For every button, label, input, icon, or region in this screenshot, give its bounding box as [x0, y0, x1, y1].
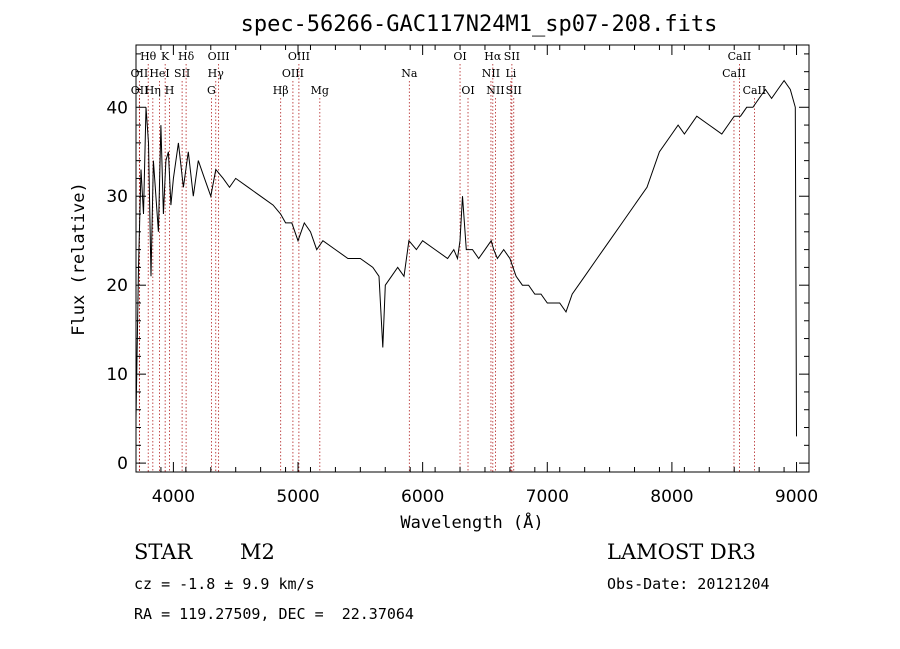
y-tick-label: 20: [106, 276, 128, 296]
spectral-line-label: SII: [174, 67, 190, 80]
object-subclass: M2: [240, 540, 275, 564]
spectral-line-label: Li: [505, 67, 516, 80]
spectral-line-label: OI: [453, 50, 466, 63]
spectral-line-label: Hδ: [178, 50, 195, 63]
spectrum-line: [135, 79, 797, 437]
x-tick-label: 5000: [276, 487, 319, 507]
spectral-line-label: OIII: [208, 50, 230, 63]
x-tick-label: 9000: [775, 487, 818, 507]
y-tick-label: 40: [106, 98, 128, 118]
spectral-line-label: CaII: [728, 50, 752, 63]
spectral-line-label: Hγ: [208, 67, 225, 80]
x-axis-ticks: 4000 5000 6000 7000 8000 9000: [135, 45, 818, 507]
x-tick-label: 6000: [401, 487, 444, 507]
y-tick-label: 0: [117, 454, 128, 474]
spectral-line-label: SII: [506, 84, 522, 97]
object-class: STAR: [134, 540, 193, 564]
spectral-line-label: OI: [461, 84, 474, 97]
spectral-line-label: G: [207, 84, 216, 97]
y-tick-label: 10: [106, 365, 128, 385]
spectral-line-label: Hα: [484, 50, 502, 63]
spectral-line-label: NII: [482, 67, 500, 80]
y-tick-label: 30: [106, 187, 128, 207]
spectral-line-label: Hβ: [273, 84, 289, 97]
spectral-line-label: OIII: [282, 67, 304, 80]
spectral-line-markers: [138, 64, 755, 472]
spectral-line-label: CaII: [722, 67, 746, 80]
spectral-line-label: Hθ: [140, 50, 157, 63]
y-axis-ticks: 0 10 20 30 40: [106, 53, 809, 474]
spectral-line-label: HeI: [149, 67, 169, 80]
x-tick-label: 4000: [152, 487, 195, 507]
spectral-line-label: Na: [401, 67, 418, 80]
x-tick-label: 8000: [650, 487, 693, 507]
x-tick-label: 7000: [526, 487, 569, 507]
spectral-line-label: Hη: [145, 84, 161, 97]
x-axis-label: Wavelength (Å): [400, 511, 543, 533]
sky-coordinates: RA = 119.27509, DEC = 22.37064: [134, 605, 414, 623]
spectral-line-label: OIII: [288, 50, 310, 63]
chart-title: spec-56266-GAC117N24M1_sp07-208.fits: [241, 12, 718, 37]
spectral-line-label: OII: [131, 67, 149, 80]
spectral-line-label: H: [165, 84, 175, 97]
spectral-line-label: K: [161, 50, 170, 63]
spectral-line-label: SII: [504, 50, 520, 63]
redshift-cz: cz = -1.8 ± 9.9 km/s: [134, 575, 315, 593]
plot-frame: [135, 44, 810, 473]
spectral-line-label: Mg: [311, 84, 329, 97]
spectral-line-label: NII: [486, 84, 504, 97]
observation-date: Obs-Date: 20121204: [607, 575, 770, 593]
survey-name: LAMOST DR3: [607, 540, 756, 564]
spectral-line-label: OII: [131, 84, 149, 97]
y-axis-label: Flux (relative): [69, 182, 89, 336]
spectral-line-label: CaII: [743, 84, 767, 97]
